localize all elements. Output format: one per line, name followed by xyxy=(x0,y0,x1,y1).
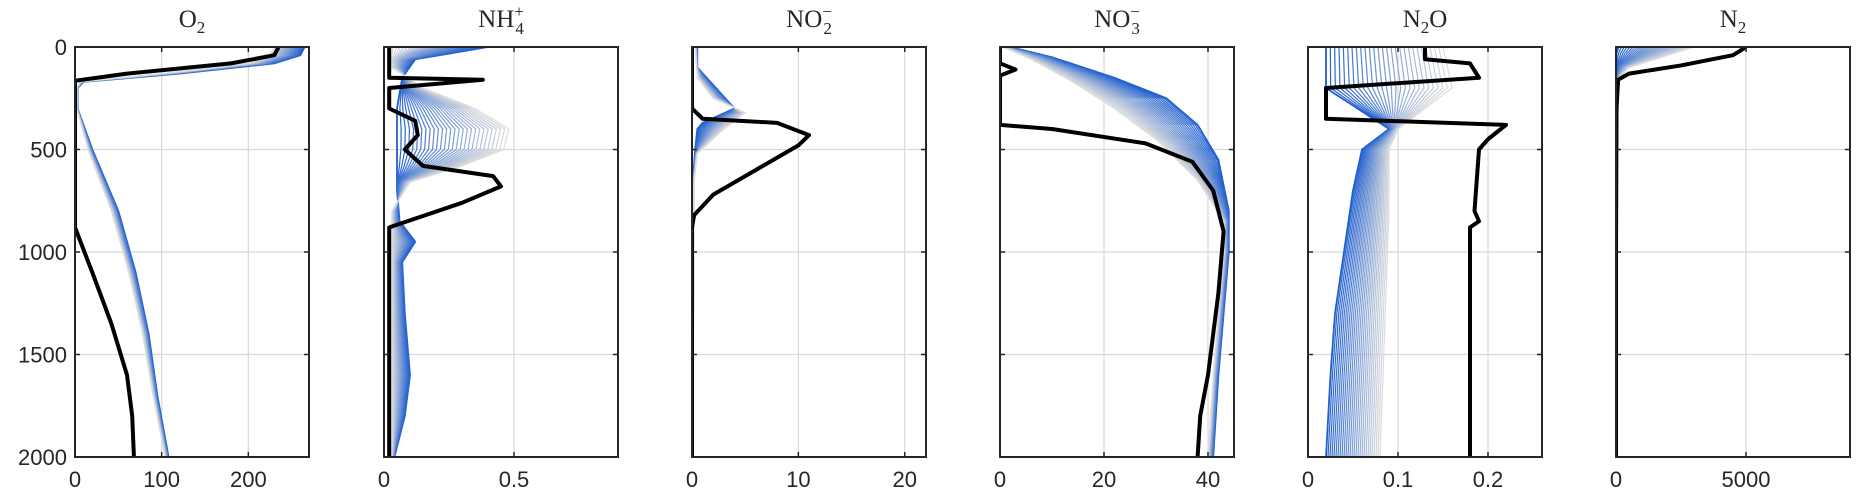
plot-area xyxy=(1000,47,1230,457)
profile-line-18 xyxy=(392,47,469,457)
profile-line-20 xyxy=(1363,47,1416,457)
x-tick-label: 0 xyxy=(994,467,1006,492)
profile-line-23 xyxy=(1369,47,1430,457)
y-tick-label: 0 xyxy=(55,35,67,60)
profile-line-13 xyxy=(1349,47,1394,457)
x-tick-label: 0 xyxy=(686,467,698,492)
x-tick-label: 5000 xyxy=(1722,467,1771,492)
profile-line-16 xyxy=(1355,47,1397,457)
profile-line-21 xyxy=(391,47,481,457)
profile-line-2 xyxy=(1327,47,1391,457)
x-tick-label: 20 xyxy=(1092,467,1116,492)
x-tick-label: 0.2 xyxy=(1473,467,1504,492)
profile-line-25 xyxy=(391,47,498,457)
profile-line-24 xyxy=(1371,47,1434,457)
profile-line-27 xyxy=(1377,47,1448,457)
panel-4: 0 20 40 NO− 3 xyxy=(994,2,1235,492)
profile-line-19 xyxy=(1361,47,1411,457)
profile-line-18 xyxy=(1359,47,1406,457)
profile-line-5 xyxy=(1333,47,1392,457)
x-tick-label: 0 xyxy=(69,467,81,492)
x-tick-label: 100 xyxy=(143,467,180,492)
profile-line-26 xyxy=(391,47,502,457)
profile-line-11 xyxy=(1345,47,1394,457)
profile-line-21 xyxy=(1365,47,1420,457)
x-tick-label: 0 xyxy=(378,467,390,492)
profile-line-22 xyxy=(1367,47,1425,457)
x-tick-label: 10 xyxy=(786,467,810,492)
profile-line-12 xyxy=(1347,47,1394,457)
profile-line-12 xyxy=(392,47,448,457)
plot-area xyxy=(75,47,306,457)
profile-line-16 xyxy=(392,47,460,457)
panel-title: NO− 3 xyxy=(1094,2,1140,38)
x-tick-label: 0.1 xyxy=(1383,467,1414,492)
panel-3: 0 10 20 NO− 2 xyxy=(686,2,927,492)
x-tick-label: 0 xyxy=(1610,467,1622,492)
profile-line-25 xyxy=(1373,47,1439,457)
profile-line-24 xyxy=(391,47,493,457)
profile-line-6 xyxy=(1335,47,1392,457)
final-profile-line xyxy=(75,47,281,457)
profile-line-13 xyxy=(392,47,448,457)
x-tick-label: 40 xyxy=(1196,467,1220,492)
profile-line-5 xyxy=(393,47,474,457)
profile-line-11 xyxy=(392,47,452,457)
y-tick-label: 1500 xyxy=(18,343,67,368)
final-profile-line xyxy=(1000,47,1226,457)
profile-line-19 xyxy=(392,47,473,457)
profile-line-27 xyxy=(391,47,506,457)
profile-line-23 xyxy=(391,47,489,457)
profile-line-17 xyxy=(1357,47,1402,457)
panel-title: NH+ 4 xyxy=(478,2,524,38)
profile-line-26 xyxy=(1375,47,1444,457)
profile-line-8 xyxy=(1339,47,1393,457)
profile-line-8 xyxy=(393,47,463,457)
profile-line-10 xyxy=(392,47,456,457)
plot-area xyxy=(1324,47,1508,457)
panel-6: 0 5000 N2 xyxy=(1610,6,1851,492)
final-profile-line xyxy=(692,47,811,457)
panel-5: 0 0.1 0.2 N2O xyxy=(1302,6,1543,492)
x-tick-label: 0 xyxy=(1302,467,1314,492)
profile-line-14 xyxy=(392,47,452,457)
profile-line-15 xyxy=(1353,47,1395,457)
final-profile-line xyxy=(387,47,503,457)
panel-title: O2 xyxy=(179,6,206,37)
profile-line-20 xyxy=(391,47,477,457)
y-tick-label: 500 xyxy=(30,138,67,163)
plot-area xyxy=(387,47,510,457)
profile-line-17 xyxy=(392,47,464,457)
x-tick-label: 200 xyxy=(230,467,267,492)
profile-line-4 xyxy=(1331,47,1391,457)
panel-title: NO− 2 xyxy=(786,2,832,38)
profile-line-15 xyxy=(392,47,456,457)
x-tick-label: 20 xyxy=(892,467,916,492)
profile-line-1 xyxy=(1325,47,1391,457)
panel-2: 0 0.5 NH+ 4 xyxy=(378,2,619,492)
final-profile-line xyxy=(1324,47,1508,457)
panel-title: N2 xyxy=(1720,6,1747,37)
profile-line-10 xyxy=(1343,47,1393,457)
profile-line-9 xyxy=(393,47,459,457)
y-tick-label: 1000 xyxy=(18,240,67,265)
profile-line-28 xyxy=(388,47,510,457)
x-tick-label: 0.5 xyxy=(499,467,530,492)
profile-line-28 xyxy=(1379,47,1453,457)
profile-line-6 xyxy=(393,47,470,457)
profile-line-4 xyxy=(393,47,478,457)
profile-line-22 xyxy=(391,47,485,457)
profile-line-9 xyxy=(1341,47,1393,457)
profile-line-7 xyxy=(393,47,467,457)
profile-line-3 xyxy=(1329,47,1391,457)
profile-line-14 xyxy=(1351,47,1394,457)
profile-line-7 xyxy=(1337,47,1392,457)
y-tick-label: 2000 xyxy=(18,445,67,470)
panel-title: N2O xyxy=(1403,6,1448,37)
